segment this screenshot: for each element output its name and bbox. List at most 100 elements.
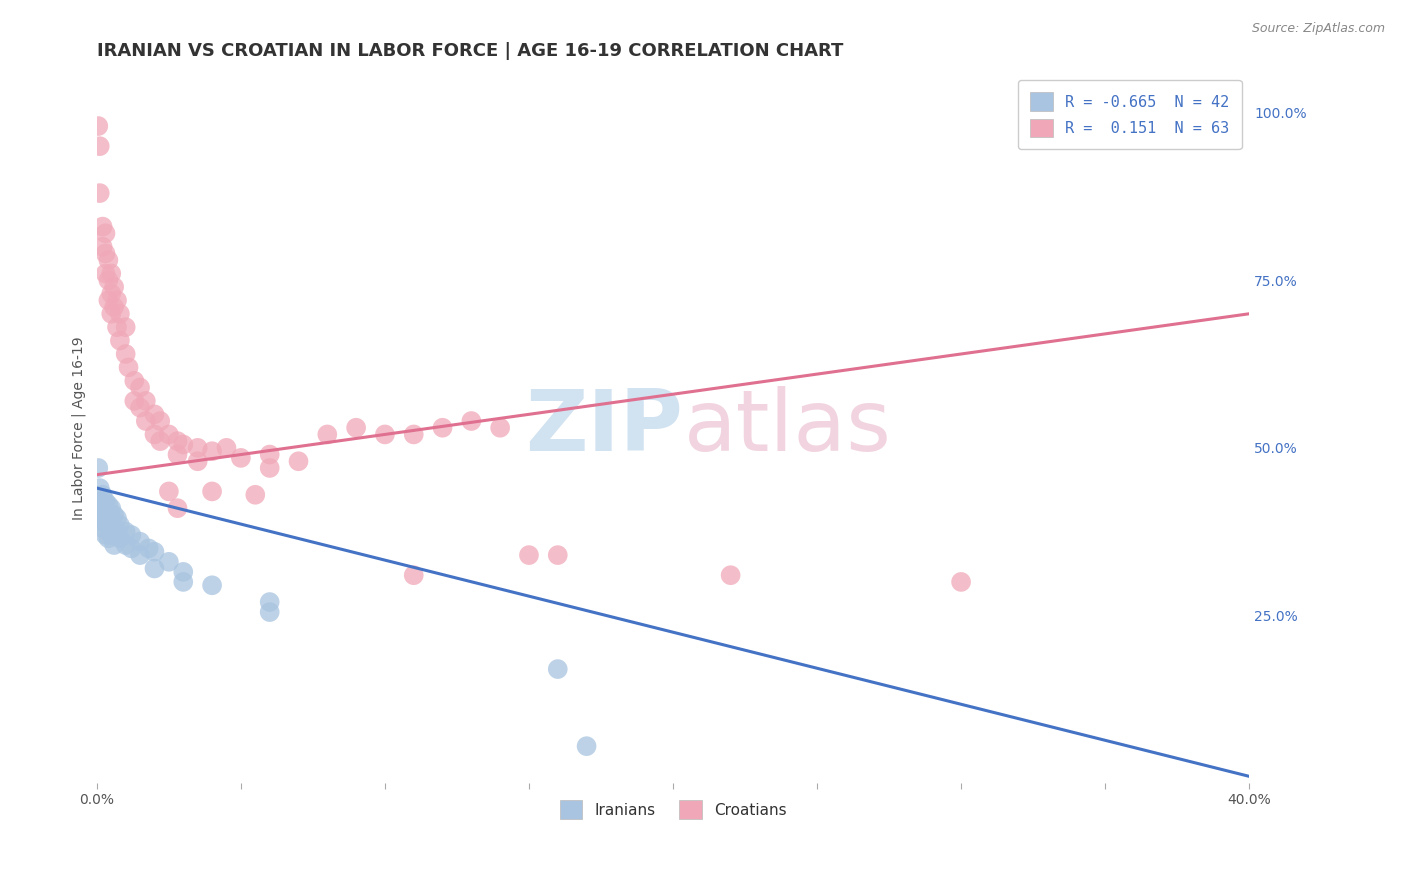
Point bbox=[149, 434, 172, 449]
Point bbox=[402, 568, 425, 582]
Point bbox=[143, 545, 166, 559]
Point bbox=[105, 511, 128, 525]
Point bbox=[97, 498, 120, 512]
Point bbox=[229, 450, 252, 465]
Point bbox=[114, 347, 136, 361]
Point bbox=[103, 538, 125, 552]
Point bbox=[89, 481, 111, 495]
Point bbox=[135, 414, 157, 428]
Text: IRANIAN VS CROATIAN IN LABOR FORCE | AGE 16-19 CORRELATION CHART: IRANIAN VS CROATIAN IN LABOR FORCE | AGE… bbox=[97, 42, 844, 60]
Legend: Iranians, Croatians: Iranians, Croatians bbox=[554, 794, 793, 825]
Point bbox=[94, 528, 117, 542]
Point bbox=[100, 501, 122, 516]
Point bbox=[172, 574, 194, 589]
Point bbox=[149, 414, 172, 428]
Point bbox=[344, 421, 367, 435]
Point bbox=[166, 501, 188, 516]
Point bbox=[124, 393, 146, 408]
Point bbox=[108, 532, 131, 546]
Point bbox=[103, 521, 125, 535]
Text: ZIP: ZIP bbox=[524, 386, 683, 469]
Point bbox=[201, 578, 224, 592]
Point bbox=[94, 504, 117, 518]
Point bbox=[105, 320, 128, 334]
Point bbox=[97, 532, 120, 546]
Point bbox=[143, 561, 166, 575]
Point bbox=[575, 739, 598, 754]
Point bbox=[97, 293, 120, 308]
Point bbox=[287, 454, 309, 468]
Point bbox=[950, 574, 973, 589]
Point bbox=[201, 484, 224, 499]
Point bbox=[172, 565, 194, 579]
Point bbox=[91, 515, 114, 529]
Point bbox=[166, 434, 188, 449]
Point bbox=[172, 437, 194, 451]
Point bbox=[89, 494, 111, 508]
Point bbox=[94, 227, 117, 241]
Point bbox=[201, 444, 224, 458]
Point bbox=[259, 605, 281, 619]
Point bbox=[94, 267, 117, 281]
Point bbox=[117, 360, 139, 375]
Point bbox=[100, 267, 122, 281]
Point bbox=[143, 427, 166, 442]
Point bbox=[108, 307, 131, 321]
Point bbox=[97, 508, 120, 522]
Point bbox=[166, 448, 188, 462]
Point bbox=[157, 427, 180, 442]
Point bbox=[108, 334, 131, 348]
Point bbox=[120, 528, 142, 542]
Point bbox=[259, 461, 281, 475]
Point bbox=[89, 186, 111, 200]
Point bbox=[114, 538, 136, 552]
Point bbox=[87, 119, 110, 133]
Point bbox=[94, 246, 117, 260]
Point bbox=[187, 454, 209, 468]
Point bbox=[89, 139, 111, 153]
Point bbox=[91, 501, 114, 516]
Point bbox=[517, 548, 540, 562]
Point bbox=[103, 300, 125, 314]
Point bbox=[547, 662, 569, 676]
Text: atlas: atlas bbox=[685, 386, 893, 469]
Point bbox=[432, 421, 454, 435]
Point bbox=[108, 517, 131, 532]
Point bbox=[402, 427, 425, 442]
Point bbox=[100, 528, 122, 542]
Point bbox=[157, 555, 180, 569]
Point bbox=[97, 273, 120, 287]
Point bbox=[120, 541, 142, 556]
Point bbox=[94, 515, 117, 529]
Point bbox=[124, 374, 146, 388]
Text: Source: ZipAtlas.com: Source: ZipAtlas.com bbox=[1251, 22, 1385, 36]
Point bbox=[97, 517, 120, 532]
Point bbox=[100, 286, 122, 301]
Point bbox=[245, 488, 267, 502]
Point bbox=[215, 441, 238, 455]
Point bbox=[316, 427, 339, 442]
Point bbox=[91, 240, 114, 254]
Point bbox=[143, 407, 166, 421]
Point bbox=[87, 461, 110, 475]
Point bbox=[105, 293, 128, 308]
Point bbox=[91, 488, 114, 502]
Point bbox=[94, 494, 117, 508]
Point bbox=[489, 421, 512, 435]
Point bbox=[259, 595, 281, 609]
Point bbox=[135, 393, 157, 408]
Point bbox=[100, 307, 122, 321]
Point bbox=[374, 427, 396, 442]
Point bbox=[720, 568, 742, 582]
Point bbox=[157, 484, 180, 499]
Point bbox=[187, 441, 209, 455]
Point bbox=[129, 401, 152, 415]
Point bbox=[91, 219, 114, 234]
Point bbox=[89, 508, 111, 522]
Point bbox=[114, 320, 136, 334]
Point bbox=[91, 521, 114, 535]
Point bbox=[547, 548, 569, 562]
Point bbox=[105, 524, 128, 539]
Point bbox=[138, 541, 160, 556]
Point bbox=[103, 280, 125, 294]
